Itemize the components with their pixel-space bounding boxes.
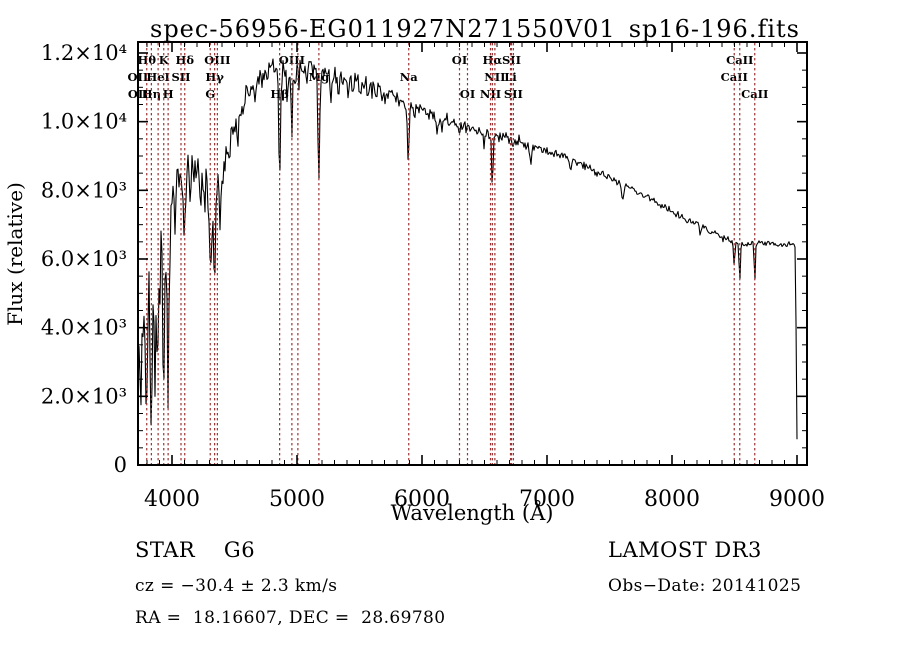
y-tick-label: 4.0×10³ — [41, 316, 127, 340]
spectral-marker-lines — [137, 43, 756, 464]
spectral-line-label: Na — [400, 70, 419, 84]
cz-value: cz = −30.4 ± 2.3 km/s — [135, 576, 337, 596]
axes — [137, 41, 808, 466]
y-tick-label: 6.0×10³ — [41, 247, 127, 271]
spectral-line-label: Li — [504, 70, 517, 84]
spectral-line-label: NII — [484, 70, 505, 84]
spectral-line-labels: OIIOIIHθHηHeIKHSIIHδGHγOIIIHβOIIIMgNaOIO… — [127, 53, 768, 101]
spectrum-line — [137, 58, 798, 440]
spectrum-trace — [137, 58, 798, 440]
plot-frame — [137, 41, 808, 466]
spectral-line-label: HeI — [146, 70, 170, 84]
spectral-line-label: Hγ — [205, 70, 224, 84]
x-tick-label: 4000 — [144, 487, 200, 512]
y-axis-label: Flux (relative) — [3, 182, 27, 326]
x-tick-label: 8000 — [644, 487, 700, 512]
obs-date: Obs−Date: 20141025 — [608, 576, 801, 596]
x-tick-label: 6000 — [394, 487, 450, 512]
y-tick-label: 0 — [114, 453, 127, 477]
ra-dec-value: RA = 18.16607, DEC = 28.69780 — [135, 608, 445, 628]
object-class-label: STAR G6 — [135, 538, 255, 562]
survey-label: LAMOST DR3 — [608, 538, 762, 562]
y-tick-label: 2.0×10³ — [41, 384, 127, 408]
chart-title: spec-56956-EG011927N271550V01_sp16-196.f… — [150, 15, 800, 43]
spectral-line-label: SII — [171, 70, 190, 84]
spectral-line-label: CaII — [721, 70, 748, 84]
y-tick-label: 8.0×10³ — [41, 178, 127, 202]
x-tick-label: 5000 — [269, 487, 325, 512]
tick-labels: 4000 5000 6000 7000 8000 9000 0 2.0×10³ 4.0×10³ 6… — [41, 41, 825, 512]
x-axis-label: Wavelength (Å) — [391, 500, 554, 525]
x-tick-label: 9000 — [769, 487, 825, 512]
x-tick-label: 7000 — [519, 487, 575, 512]
y-tick-label: 1.0×10⁴ — [41, 110, 127, 134]
y-tick-label: 1.2×10⁴ — [41, 41, 127, 65]
